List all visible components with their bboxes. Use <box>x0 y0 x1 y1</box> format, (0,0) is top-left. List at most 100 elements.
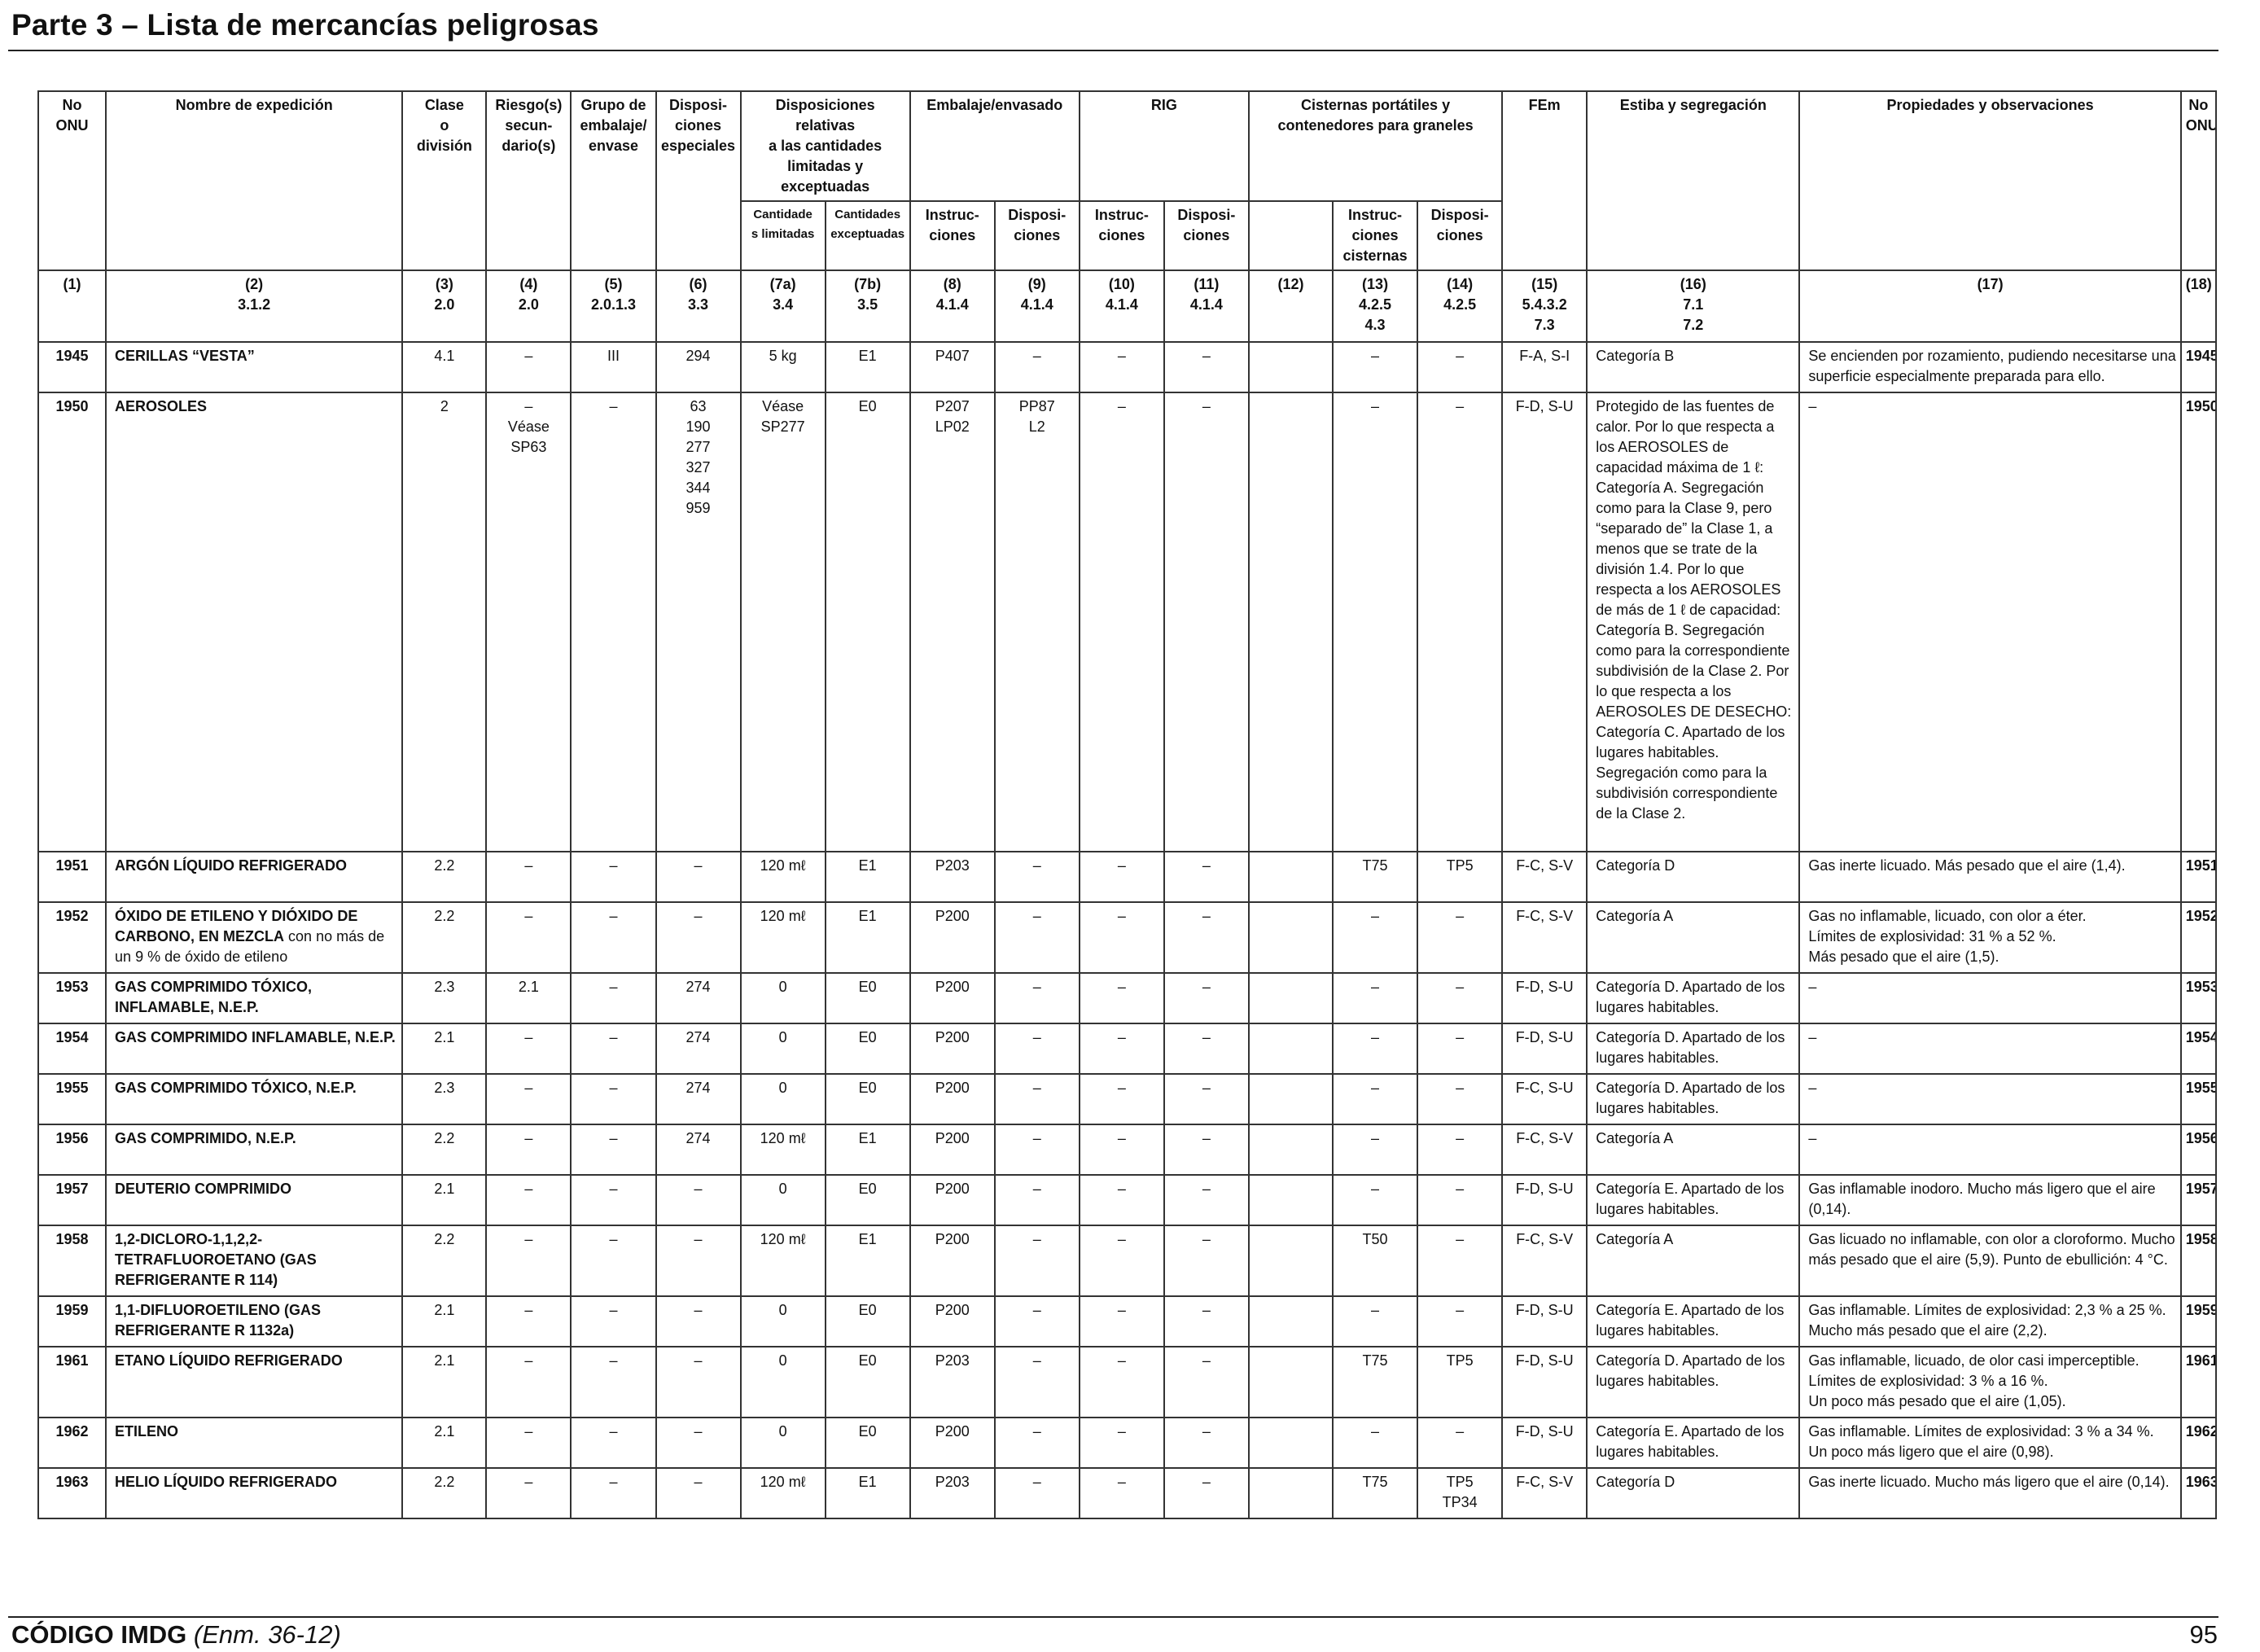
cell-estiba-segregacion: Categoría E. Apartado de los lugares hab… <box>1586 1417 1801 1469</box>
cell-un-number: 1950 <box>37 392 107 852</box>
cell-disposiciones-especiales: 274 <box>655 972 742 1024</box>
cell-clase: 2.1 <box>401 1023 488 1075</box>
footer-amendment: (Enm. 36-12) <box>193 1620 341 1649</box>
cell-grupo-embalaje: – <box>570 1023 657 1075</box>
cell-cantidades-limitadas: 120 mℓ <box>739 1225 826 1297</box>
shipping-name-bold: 1,2-DICLORO-1,1,2,2-TETRAFLUOROETANO (GA… <box>115 1231 317 1288</box>
cell-shipping-name: GAS COMPRIMIDO INFLAMABLE, N.E.P. <box>105 1023 404 1075</box>
cell-rig-instrucciones: – <box>1078 1023 1165 1075</box>
cell-un-number-right: 1959 <box>2179 1295 2218 1347</box>
cell-rig-disposiciones: – <box>1163 1225 1250 1297</box>
footer-code: CÓDIGO IMDG <box>11 1620 187 1649</box>
footer-reference: CÓDIGO IMDG (Enm. 36-12) <box>11 1620 341 1650</box>
cell-embalaje-disposiciones: – <box>993 1174 1080 1226</box>
cell-riesgo-secundario: – <box>485 1346 572 1418</box>
cell-grupo-embalaje: III <box>570 341 657 393</box>
cell-clase: 4.1 <box>401 341 488 393</box>
cell-embalaje-instrucciones: P207 LP02 <box>909 392 996 852</box>
cell-embalaje-instrucciones: P200 <box>909 1174 996 1226</box>
cell-shipping-name: CERILLAS “VESTA” <box>105 341 404 393</box>
cell-cisternas-instrucciones: – <box>1332 972 1419 1024</box>
header-grupo: Grupo de embalaje/ envase <box>570 90 657 271</box>
cell-cisternas-disposiciones: – <box>1417 1295 1504 1347</box>
cell-un-number: 1958 <box>37 1225 107 1297</box>
cell-grupo-embalaje: – <box>570 1417 657 1469</box>
cell-shipping-name: ARGÓN LÍQUIDO REFRIGERADO <box>105 851 404 903</box>
cell-embalaje-instrucciones: P203 <box>909 1467 996 1519</box>
cell-cantidades-limitadas: 0 <box>739 1295 826 1347</box>
page-number: 95 <box>2189 1620 2218 1649</box>
table-row: 1959 1,1-DIFLUOROETILENO (GAS REFRIGERANT… <box>37 1295 2218 1347</box>
cell-estiba-segregacion: Categoría D. Apartado de los lugares hab… <box>1586 1346 1801 1418</box>
header-embalaje-disposiciones: Disposi- ciones <box>993 200 1080 271</box>
title-rule <box>8 50 2218 51</box>
cell-disposiciones-especiales: 274 <box>655 1073 742 1125</box>
cell-cisternas-instrucciones: T75 <box>1332 851 1419 903</box>
table-row: 1952 ÓXIDO DE ETILENO Y DIÓXIDO DE CARBON… <box>37 901 2218 974</box>
cell-clase: 2.3 <box>401 1073 488 1125</box>
cell-grupo-embalaje: – <box>570 1467 657 1519</box>
shipping-name-bold: ETANO LÍQUIDO REFRIGERADO <box>115 1352 343 1369</box>
column-number-11: (11) 4.1.4 <box>1163 269 1250 343</box>
cell-un-number: 1951 <box>37 851 107 903</box>
cell-cantidades-exceptuadas: E0 <box>824 1417 911 1469</box>
cell-riesgo-secundario: – <box>485 1124 572 1176</box>
cell-cisternas-instrucciones: – <box>1332 1295 1419 1347</box>
cell-embalaje-instrucciones: P203 <box>909 851 996 903</box>
cell-rig-disposiciones: – <box>1163 1023 1250 1075</box>
cell-un-number: 1963 <box>37 1467 107 1519</box>
cell-cantidades-limitadas: 120 mℓ <box>739 851 826 903</box>
cell-columna-12 <box>1247 1225 1334 1297</box>
column-number-14: (14) 4.2.5 <box>1417 269 1504 343</box>
cell-rig-instrucciones: – <box>1078 1417 1165 1469</box>
cell-riesgo-secundario: 2.1 <box>485 972 572 1024</box>
shipping-name-bold: 1,1-DIFLUOROETILENO (GAS REFRIGERANTE R … <box>115 1302 322 1339</box>
cell-propiedades: – <box>1798 1023 2182 1075</box>
header-propiedades: Propiedades y observaciones <box>1798 90 2182 271</box>
cell-disposiciones-especiales: – <box>655 1346 742 1418</box>
cell-embalaje-disposiciones: – <box>993 851 1080 903</box>
header-embalaje-instrucciones: Instruc- ciones <box>909 200 996 271</box>
cell-un-number: 1961 <box>37 1346 107 1418</box>
cell-cisternas-disposiciones: – <box>1417 1174 1504 1226</box>
cell-shipping-name: GAS COMPRIMIDO TÓXICO, INFLAMABLE, N.E.P… <box>105 972 404 1024</box>
cell-cantidades-exceptuadas: E1 <box>824 1467 911 1519</box>
header-cisternas-instrucciones: Instruc- ciones cisternas <box>1332 200 1419 271</box>
cell-fem: F-D, S-U <box>1501 1346 1588 1418</box>
cell-fem: F-C, S-V <box>1501 1124 1588 1176</box>
cell-propiedades: Gas inerte licuado. Mucho más ligero que… <box>1798 1467 2182 1519</box>
cell-columna-12 <box>1247 392 1334 852</box>
cell-rig-disposiciones: – <box>1163 341 1250 393</box>
cell-grupo-embalaje: – <box>570 1073 657 1125</box>
cell-grupo-embalaje: – <box>570 1295 657 1347</box>
cell-grupo-embalaje: – <box>570 1174 657 1226</box>
cell-embalaje-disposiciones: – <box>993 1467 1080 1519</box>
cell-cantidades-limitadas: 5 kg <box>739 341 826 393</box>
cell-un-number: 1945 <box>37 341 107 393</box>
cell-grupo-embalaje: – <box>570 392 657 852</box>
shipping-name-bold: GAS COMPRIMIDO TÓXICO, INFLAMABLE, N.E.P… <box>115 979 313 1015</box>
cell-shipping-name: ÓXIDO DE ETILENO Y DIÓXIDO DE CARBONO, E… <box>105 901 404 974</box>
cell-estiba-segregacion: Categoría D <box>1586 1467 1801 1519</box>
cell-riesgo-secundario: – <box>485 341 572 393</box>
cell-shipping-name: ETILENO <box>105 1417 404 1469</box>
cell-un-number-right: 1951 <box>2179 851 2218 903</box>
cell-riesgo-secundario: – <box>485 1417 572 1469</box>
cell-fem: F-C, S-V <box>1501 851 1588 903</box>
cell-propiedades: Se encienden por rozamiento, pudiendo ne… <box>1798 341 2182 393</box>
header-rig-instrucciones: Instruc- ciones <box>1078 200 1165 271</box>
cell-embalaje-disposiciones: PP87 L2 <box>993 392 1080 852</box>
cell-embalaje-disposiciones: – <box>993 341 1080 393</box>
cell-clase: 2.1 <box>401 1295 488 1347</box>
table-row: 1953 GAS COMPRIMIDO TÓXICO, INFLAMABLE, N… <box>37 972 2218 1024</box>
cell-shipping-name: AEROSOLES <box>105 392 404 852</box>
dangerous-goods-table: No ONU Nombre de expedición Clase o divi… <box>37 90 2218 1519</box>
header-cisternas-disposiciones: Disposi- ciones <box>1417 200 1504 271</box>
cell-disposiciones-especiales: – <box>655 851 742 903</box>
cell-un-number-right: 1963 <box>2179 1467 2218 1519</box>
cell-fem: F-D, S-U <box>1501 1174 1588 1226</box>
table-row: 1961 ETANO LÍQUIDO REFRIGERADO 2.1– – –0 E0 P2… <box>37 1346 2218 1418</box>
cell-rig-instrucciones: – <box>1078 1124 1165 1176</box>
cell-disposiciones-especiales: – <box>655 1467 742 1519</box>
cell-clase: 2 <box>401 392 488 852</box>
